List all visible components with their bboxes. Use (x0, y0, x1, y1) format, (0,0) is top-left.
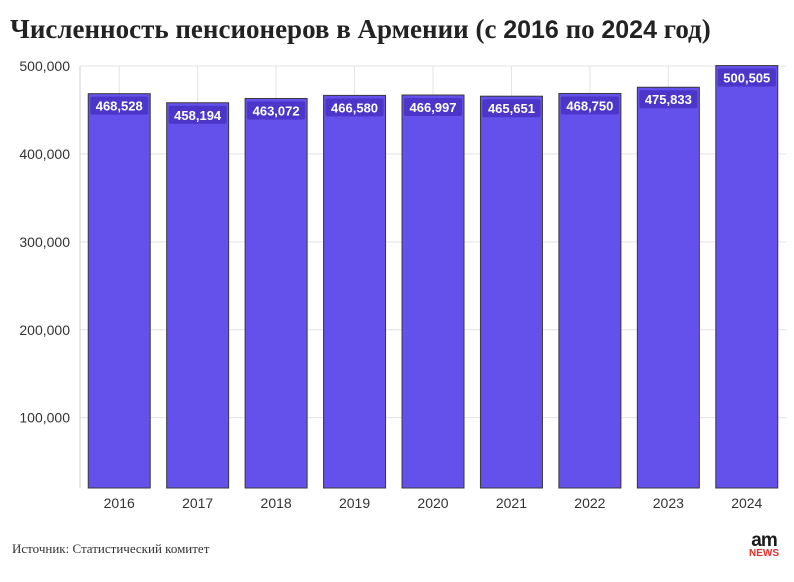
data-label: 475,833 (645, 92, 692, 107)
x-tick-label: 2019 (339, 495, 370, 511)
data-label-background (325, 98, 384, 117)
title-text-1: Численность пенсионеров в Армении (с (10, 14, 504, 44)
data-label: 500,505 (723, 71, 770, 86)
title-text-3: год) (657, 14, 711, 44)
y-tick-label: 200,000 (19, 322, 70, 338)
x-tick-label: 2016 (104, 495, 135, 511)
x-tick-label: 2021 (496, 495, 527, 511)
title-year-end: 2024 (601, 16, 657, 44)
logo-news-text: NEWS (749, 548, 779, 559)
y-tick-label: 400,000 (19, 146, 70, 162)
data-label: 458,194 (174, 108, 222, 123)
bar (558, 92, 622, 489)
chart-title: Численность пенсионеров в Армении (с 201… (10, 14, 790, 45)
bar (715, 65, 779, 489)
data-label-background (247, 101, 306, 120)
data-label: 466,997 (410, 100, 457, 115)
title-text-2: по (558, 14, 602, 44)
x-tick-label: 2018 (261, 495, 292, 511)
x-tick-label: 2017 (182, 495, 213, 511)
data-label-background (717, 68, 776, 87)
bar (401, 94, 465, 489)
data-label: 466,580 (331, 100, 378, 115)
y-tick-label: 300,000 (19, 234, 70, 250)
bar (244, 97, 308, 489)
bar (636, 86, 700, 489)
data-label-background (560, 96, 619, 115)
x-tick-label: 2022 (574, 495, 605, 511)
data-label-background (639, 90, 698, 109)
data-label-background (482, 99, 541, 118)
y-tick-label: 500,000 (19, 58, 70, 74)
x-tick-label: 2024 (731, 495, 762, 511)
bar (479, 95, 543, 489)
data-label-background (90, 96, 149, 115)
data-label: 463,072 (253, 103, 300, 118)
source-note: Источник: Статистический комитет (12, 541, 210, 556)
data-label: 465,651 (488, 101, 535, 116)
bar (323, 94, 387, 489)
bar (166, 102, 230, 489)
data-label: 468,528 (96, 99, 143, 114)
y-tick-label: 100,000 (19, 410, 70, 426)
bar (87, 93, 151, 489)
data-label: 468,750 (566, 98, 613, 113)
data-label-background (404, 98, 462, 117)
data-label-background (168, 105, 227, 124)
logo-am-text: am (751, 530, 777, 551)
am-news-logo: am NEWS (747, 531, 781, 559)
title-year-start: 2016 (503, 16, 559, 44)
x-tick-label: 2020 (417, 495, 448, 511)
x-tick-label: 2023 (653, 495, 684, 511)
